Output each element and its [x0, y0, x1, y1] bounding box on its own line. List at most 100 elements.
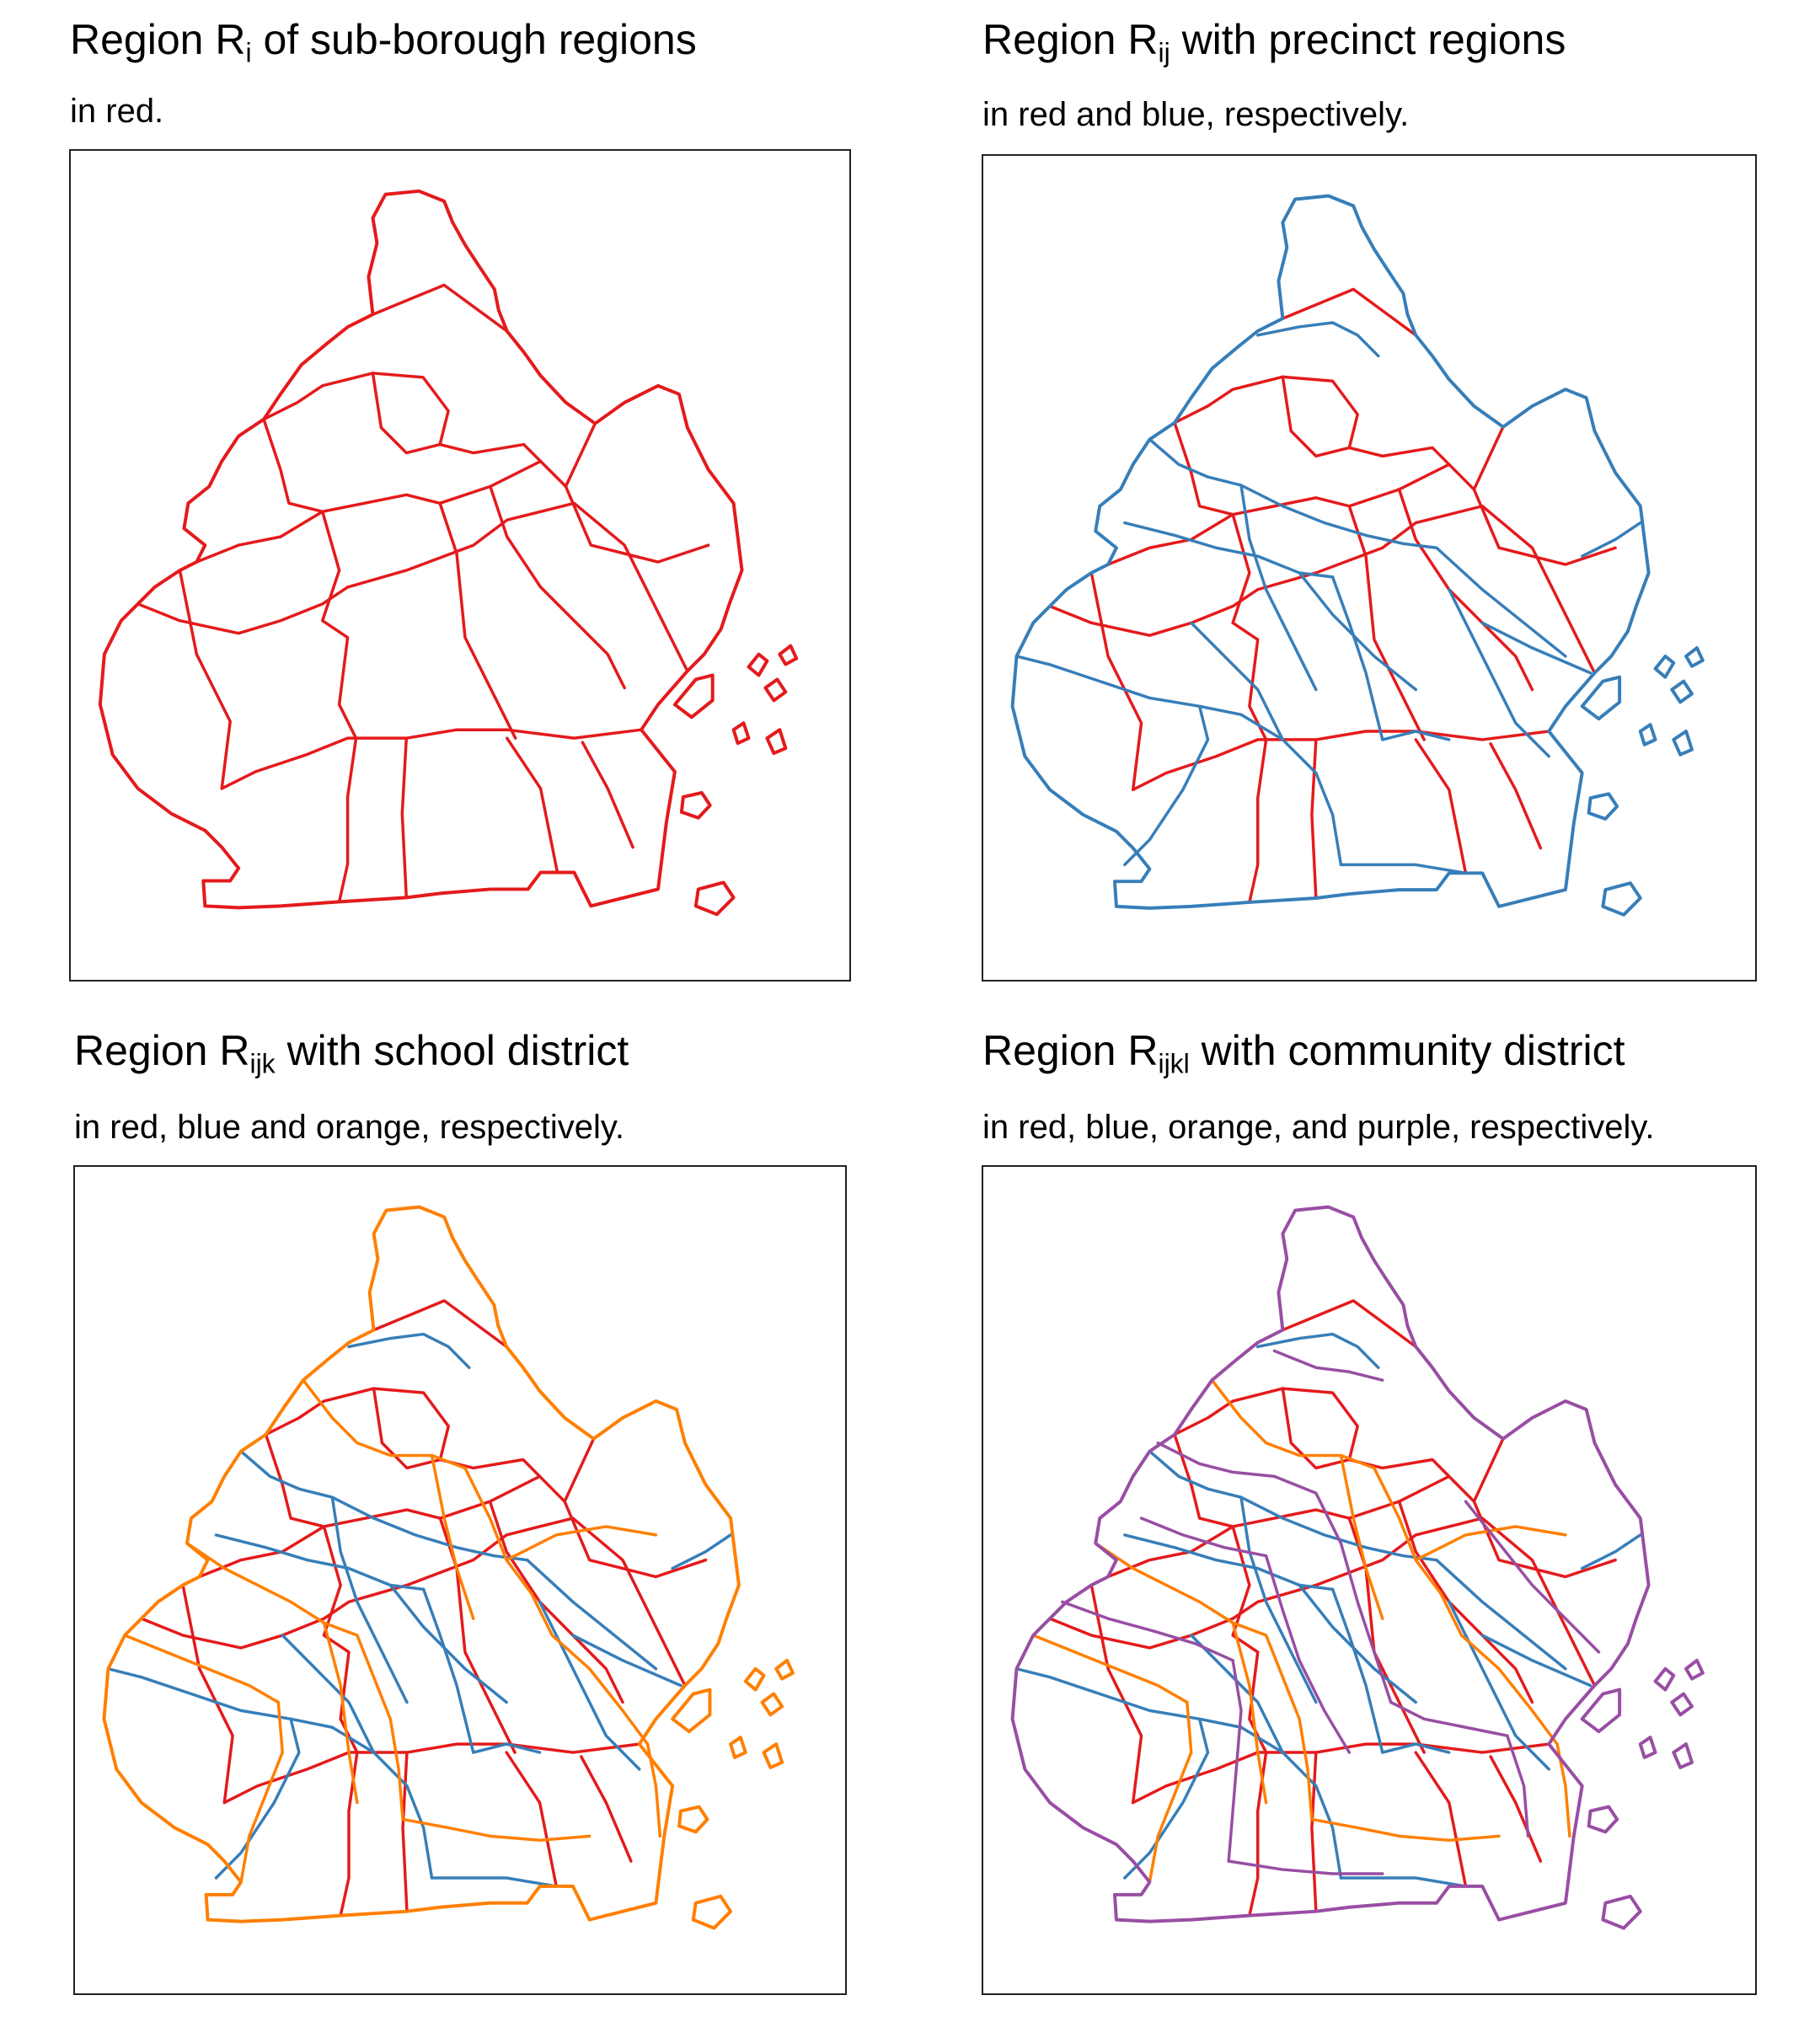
- island-outline: [1601, 1894, 1642, 1930]
- red-boundary-line: [1281, 1299, 1418, 1349]
- blue-boundary-line: [1239, 1495, 1318, 1704]
- blue-boundary-line: [671, 1533, 732, 1570]
- blue-boundary-line: [1448, 588, 1550, 758]
- orange-boundary-line: [430, 1453, 475, 1620]
- red-boundary-line: [262, 417, 324, 514]
- blue-boundary-line: [1190, 1634, 1285, 1754]
- red-boundary-line: [1397, 488, 1534, 692]
- red-boundary-line: [178, 569, 232, 790]
- red-boundary-line: [371, 283, 509, 333]
- island-outline: [1684, 1658, 1705, 1681]
- red-boundary-line: [1347, 505, 1426, 741]
- red-boundary-line: [1048, 1516, 1597, 1688]
- purple-boundary-line: [1314, 1491, 1393, 1704]
- blue-boundary-layer: [1014, 321, 1642, 875]
- blue-boundary-line: [421, 1587, 475, 1754]
- orange-boundary-layer: [123, 1378, 662, 1884]
- red-boundary-line: [1106, 1474, 1451, 1579]
- island-outline: [765, 728, 788, 756]
- blue-boundary-line: [1339, 863, 1468, 875]
- red-boundary-line: [262, 372, 597, 489]
- red-boundary-line: [220, 728, 643, 790]
- panel-subtitle: in red and blue, respectively.: [982, 96, 1410, 133]
- island-outline: [1670, 1692, 1694, 1717]
- borough-outline: [1010, 1205, 1705, 1930]
- blue-boundary-line: [1480, 1634, 1592, 1688]
- orange-boundary-line: [1031, 1634, 1189, 1704]
- island-outline: [672, 673, 715, 719]
- island-outline: [747, 652, 769, 677]
- purple-boundary-line: [1156, 1441, 1318, 1495]
- orange-boundary-line: [1231, 1621, 1268, 1805]
- red-boundary-line: [1131, 730, 1550, 792]
- panel-subtitle: in red.: [70, 93, 164, 130]
- orange-boundary-line: [322, 1621, 359, 1805]
- map-frame: [69, 149, 851, 982]
- blue-boundary-line: [1123, 1533, 1335, 1591]
- red-boundary-line: [1173, 1432, 1234, 1528]
- region-map: [102, 1205, 795, 1930]
- blue-boundary-line: [1123, 704, 1210, 867]
- island-outline: [1638, 1736, 1657, 1759]
- blue-boundary-line: [1148, 1449, 1438, 1562]
- island-outline: [1587, 1805, 1619, 1834]
- island-outline: [731, 721, 751, 746]
- blue-boundary-line: [1381, 730, 1451, 741]
- blue-boundary-line: [330, 1495, 409, 1704]
- island-outline: [1672, 1742, 1694, 1769]
- island-outline: [774, 1658, 795, 1681]
- purple-boundary-layer: [1061, 1349, 1601, 1875]
- red-boundary-line: [1310, 738, 1318, 900]
- red-boundary-layer: [1048, 287, 1617, 904]
- red-boundary-line: [222, 1742, 641, 1805]
- blue-boundary-line: [214, 1533, 426, 1591]
- orange-boundary-line: [550, 1634, 650, 1746]
- red-boundary-line: [581, 741, 634, 849]
- island-outline: [1672, 730, 1694, 757]
- purple-boundary-line: [1464, 1500, 1601, 1654]
- orange-boundary-line: [401, 1817, 592, 1843]
- region-map: [98, 189, 799, 917]
- island-outline: [1587, 792, 1619, 821]
- red-boundary-line: [1248, 1809, 1260, 1918]
- island-outline: [693, 880, 736, 917]
- blue-boundary-line: [1448, 1600, 1550, 1771]
- blue-boundary-line: [538, 1600, 641, 1771]
- orange-boundary-line: [1459, 1634, 1559, 1746]
- island-outline: [1580, 1688, 1622, 1734]
- purple-boundary-line: [1139, 1516, 1268, 1558]
- blue-boundary-line: [1014, 655, 1243, 716]
- island-outline: [691, 1894, 733, 1930]
- island-outline: [677, 1805, 709, 1834]
- blue-boundary-line: [347, 1332, 471, 1370]
- blue-boundary-line: [1580, 521, 1642, 558]
- blue-boundary-line: [1239, 713, 1343, 867]
- purple-boundary-line: [1227, 1659, 1243, 1863]
- red-boundary-line: [371, 372, 442, 455]
- orange-boundary-line: [1310, 1817, 1501, 1843]
- red-boundary-line: [400, 736, 409, 900]
- red-boundary-line: [1131, 1742, 1550, 1805]
- blue-boundary-line: [1148, 437, 1438, 549]
- island-outline: [1638, 723, 1657, 746]
- red-boundary-line: [136, 501, 689, 673]
- blue-boundary-line: [214, 1717, 301, 1880]
- blue-boundary-line: [1256, 321, 1380, 358]
- red-boundary-line: [1173, 1387, 1505, 1503]
- red-boundary-line: [1048, 505, 1597, 675]
- blue-boundary-line: [571, 1634, 682, 1688]
- red-boundary-line: [401, 1751, 409, 1913]
- red-boundary-line: [488, 1500, 624, 1704]
- purple-boundary-line: [1061, 1600, 1234, 1662]
- red-boundary-line: [372, 1299, 508, 1349]
- island-outline: [1601, 881, 1642, 917]
- blue-boundary-line: [239, 1449, 529, 1562]
- map-frame: [982, 1165, 1757, 1995]
- blue-boundary-line: [1123, 521, 1335, 579]
- red-boundary-line: [337, 795, 350, 904]
- red-boundary-line: [1281, 287, 1418, 337]
- region-map: [1010, 1205, 1705, 1930]
- blue-boundary-line: [1239, 484, 1318, 692]
- red-boundary-line: [339, 1809, 351, 1918]
- red-boundary-line: [1248, 796, 1260, 904]
